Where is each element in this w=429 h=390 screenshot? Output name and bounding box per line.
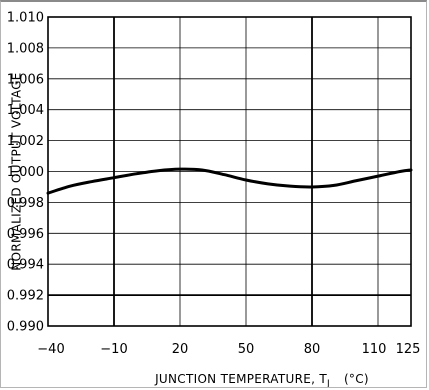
y-tick-label: 1.004	[7, 103, 44, 118]
x-tick-label: −10	[100, 342, 127, 357]
y-axis-title: NORMALIZED OUTPUT VOLTAGE	[10, 72, 24, 270]
x-tick-label: 80	[304, 342, 321, 357]
x-tick-labels: −40 −10 20 50 80 110 125	[37, 342, 420, 357]
x-axis-title-subscript: J	[326, 379, 330, 389]
y-tick-label: 0.992	[7, 289, 44, 304]
series-layer	[46, 167, 413, 195]
x-axis-title-main: JUNCTION TEMPERATURE, T	[154, 372, 327, 386]
x-tick-label: 20	[172, 342, 189, 357]
y-tick-label: 0.994	[7, 258, 44, 273]
y-tick-label: 0.996	[7, 227, 44, 242]
x-tick-label: 110	[362, 342, 387, 357]
series-line-0	[46, 167, 413, 195]
x-tick-label: −40	[37, 342, 64, 357]
y-tick-label: 1.002	[7, 134, 44, 149]
y-tick-label: 0.990	[7, 320, 44, 335]
x-axis-title: JUNCTION TEMPERATURE, TJ (°C)	[154, 372, 369, 389]
plot-border	[47, 16, 412, 327]
grid	[47, 16, 412, 327]
x-tick-label: 125	[396, 342, 421, 357]
y-tick-label: 1.008	[7, 41, 44, 56]
y-tick-labels: 0.990 0.992 0.994 0.996 0.998 1.000 1.002 1.004…	[7, 11, 44, 335]
x-tick-label: 50	[238, 342, 255, 357]
y-tick-label: 1.006	[7, 72, 44, 87]
y-tick-label: 1.010	[7, 11, 44, 26]
y-tick-label: 0.998	[7, 196, 44, 211]
x-axis-title-unit: (°C)	[344, 372, 369, 386]
y-tick-label: 1.000	[7, 165, 44, 180]
